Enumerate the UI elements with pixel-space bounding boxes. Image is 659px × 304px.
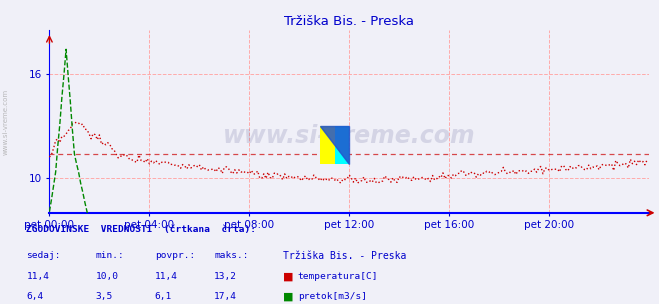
Text: pretok[m3/s]: pretok[m3/s]: [298, 292, 367, 301]
Text: Tržiška Bis. - Preska: Tržiška Bis. - Preska: [283, 251, 407, 261]
Text: ■: ■: [283, 292, 294, 302]
Text: 6,1: 6,1: [155, 292, 172, 301]
Text: 3,5: 3,5: [96, 292, 113, 301]
Bar: [320, 126, 335, 164]
Text: sedaj:: sedaj:: [26, 251, 61, 260]
Bar: [335, 126, 349, 164]
Text: min.:: min.:: [96, 251, 125, 260]
Text: ZGODOVINSKE  VREDNOSTI  (črtkana  črta):: ZGODOVINSKE VREDNOSTI (črtkana črta):: [26, 225, 256, 234]
Title: Tržiška Bis. - Preska: Tržiška Bis. - Preska: [284, 15, 415, 28]
Text: 6,4: 6,4: [26, 292, 43, 301]
Text: temperatura[C]: temperatura[C]: [298, 272, 378, 281]
Text: www.si-vreme.com: www.si-vreme.com: [223, 124, 476, 148]
Text: ■: ■: [283, 272, 294, 282]
Text: www.si-vreme.com: www.si-vreme.com: [2, 88, 9, 155]
Text: maks.:: maks.:: [214, 251, 248, 260]
Text: 11,4: 11,4: [155, 272, 178, 281]
Text: 13,2: 13,2: [214, 272, 237, 281]
Polygon shape: [320, 126, 349, 164]
Text: 10,0: 10,0: [96, 272, 119, 281]
Text: povpr.:: povpr.:: [155, 251, 195, 260]
Text: 11,4: 11,4: [26, 272, 49, 281]
Text: 17,4: 17,4: [214, 292, 237, 301]
